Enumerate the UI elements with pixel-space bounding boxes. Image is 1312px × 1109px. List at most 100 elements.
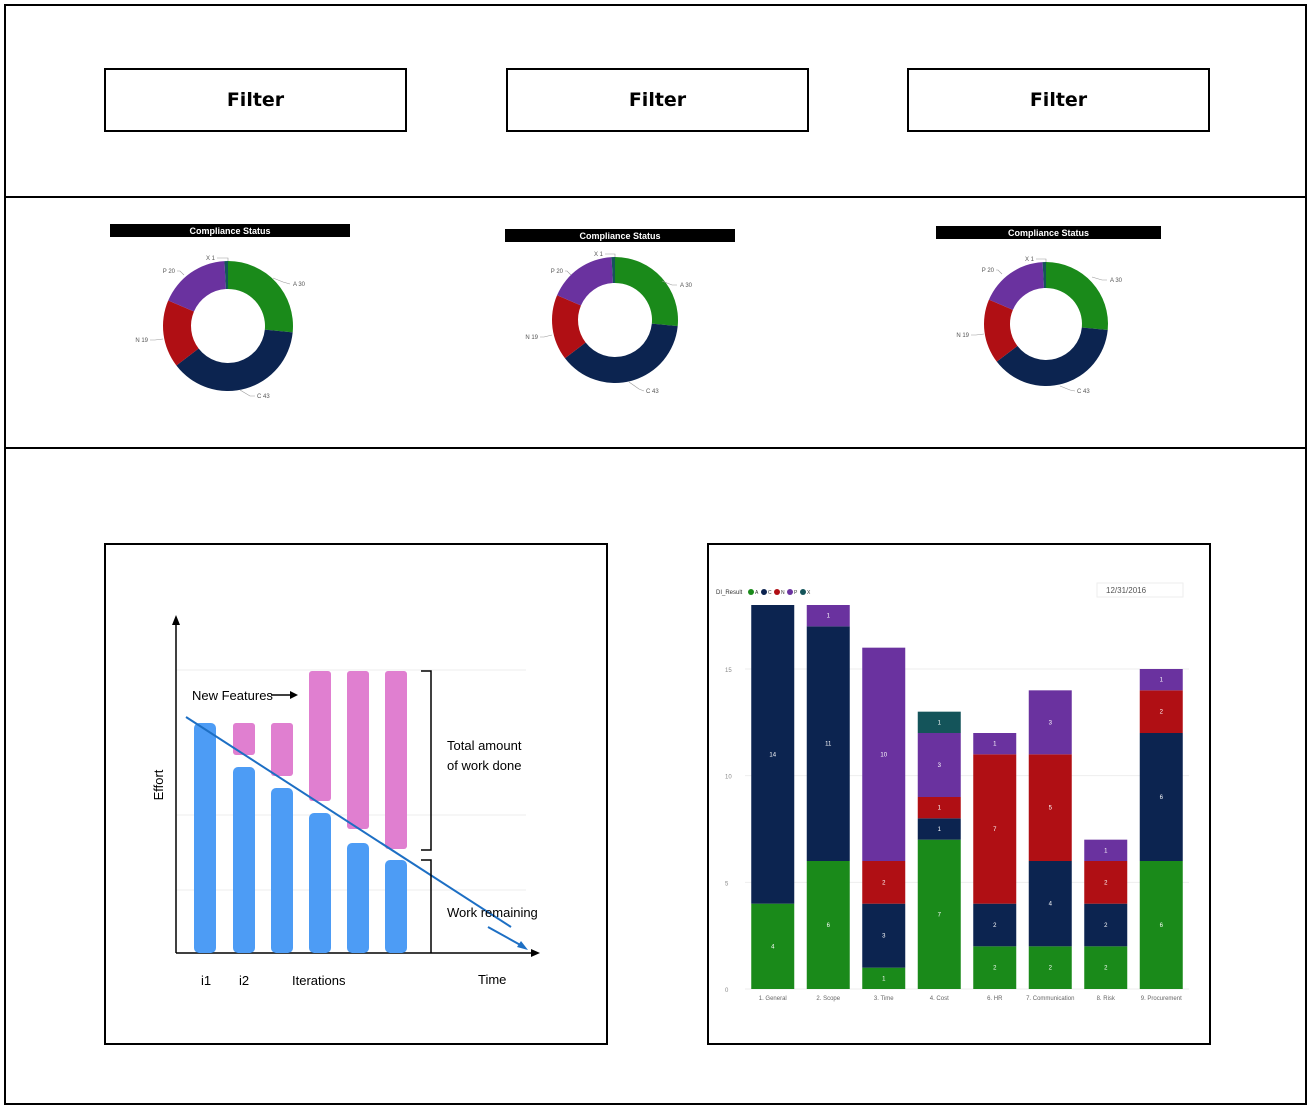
- x-category-label: 4. Cost: [930, 996, 949, 1002]
- y-tick-label: 10: [725, 775, 732, 781]
- donut-slice-p[interactable]: [557, 257, 613, 306]
- bar-segment-a[interactable]: [751, 903, 795, 989]
- bar-value-label: 2: [1049, 966, 1053, 972]
- donut-leader-n: [150, 338, 164, 341]
- donut-leader-c: [239, 389, 255, 397]
- y-tick-label: 5: [725, 881, 729, 887]
- bar-value-label: 10: [880, 752, 887, 758]
- bar-value-label: 14: [769, 752, 776, 758]
- new-feature-bar-2: [271, 723, 293, 776]
- donut-leader-c: [628, 381, 645, 392]
- chart-title-bar: [936, 226, 1161, 239]
- bar-segment-n[interactable]: [1084, 861, 1128, 904]
- section-divider-bottom: [4, 447, 1307, 449]
- remaining-bar-1: [194, 723, 216, 953]
- donut-slice-p[interactable]: [988, 262, 1044, 310]
- bar-segment-p[interactable]: [862, 647, 906, 861]
- x-axis-arrow-icon: [531, 949, 540, 957]
- donut-slice-c[interactable]: [996, 327, 1108, 386]
- donut-slice-a[interactable]: [228, 261, 293, 333]
- bar-value-label: 6: [1160, 795, 1164, 801]
- donut-leader-x: [1036, 258, 1047, 262]
- donut-slice-n[interactable]: [984, 299, 1018, 362]
- bar-segment-p[interactable]: [1139, 669, 1183, 691]
- donut-leader-p: [565, 270, 572, 276]
- burndown-diagram: New Features Total amount of work done W…: [151, 615, 540, 988]
- bar-segment-c[interactable]: [1084, 903, 1128, 947]
- donut-slice-c[interactable]: [176, 329, 293, 391]
- bar-segment-a[interactable]: [806, 861, 850, 989]
- donut-label-p: P 20: [163, 269, 176, 275]
- bar-segment-a[interactable]: [1084, 946, 1128, 989]
- legend-swatch-a: [748, 589, 754, 595]
- bar-value-label: 2: [1104, 880, 1108, 886]
- bar-segment-n[interactable]: [1028, 754, 1072, 861]
- bar-value-label: 1: [938, 806, 942, 812]
- iterations-label: Iterations: [292, 973, 346, 988]
- bar-value-label: 1: [1160, 678, 1164, 684]
- bar-segment-c[interactable]: [973, 903, 1017, 947]
- burndown-panel: New Features Total amount of work done W…: [104, 543, 608, 1045]
- iteration-label-i2: i2: [239, 973, 249, 988]
- remaining-bar-3: [271, 788, 293, 953]
- donut-label-c: C 43: [257, 394, 270, 400]
- date-filter-box[interactable]: [1096, 582, 1184, 598]
- donut-label-a: A 30: [680, 283, 693, 289]
- page-frame: [4, 4, 1307, 1105]
- donut-slice-n[interactable]: [163, 300, 199, 366]
- x-category-label: 1. General: [759, 996, 787, 1002]
- filter-button-2[interactable]: Filter: [506, 68, 809, 132]
- bar-segment-p[interactable]: [806, 605, 850, 627]
- bar-segment-a[interactable]: [917, 839, 961, 989]
- bar-value-label: 3: [1049, 720, 1053, 726]
- bar-segment-c[interactable]: [1028, 861, 1072, 947]
- donut-label-p: P 20: [982, 268, 995, 274]
- bar-segment-n[interactable]: [917, 797, 961, 819]
- bar-segment-p[interactable]: [973, 733, 1017, 755]
- chart-title-bar: [505, 229, 735, 242]
- donut-label-c: C 43: [646, 389, 659, 395]
- bar-segment-a[interactable]: [1028, 946, 1072, 989]
- x-category-label: 8. Risk: [1097, 996, 1116, 1002]
- x-category-label: 6. HR: [987, 996, 1003, 1002]
- remaining-bar-5: [347, 843, 369, 953]
- bar-value-label: 6: [1160, 923, 1164, 929]
- bar-value-label: 7: [938, 912, 942, 918]
- bar-segment-n[interactable]: [1139, 690, 1183, 733]
- bar-value-label: 2: [993, 923, 997, 929]
- donut-slice-x[interactable]: [224, 261, 228, 290]
- bar-segment-a[interactable]: [973, 946, 1017, 989]
- donut-slice-x[interactable]: [611, 257, 615, 284]
- donut-slice-n[interactable]: [552, 295, 586, 359]
- filter-button-3[interactable]: Filter: [907, 68, 1210, 132]
- bar-segment-p[interactable]: [917, 733, 961, 797]
- bar-segment-a[interactable]: [862, 967, 906, 989]
- bar-segment-c[interactable]: [751, 605, 795, 904]
- bar-segment-c[interactable]: [806, 626, 850, 861]
- bar-value-label: 11: [825, 742, 832, 748]
- chart-title: Compliance Status: [189, 226, 270, 236]
- donut-slice-p[interactable]: [168, 261, 226, 312]
- new-features-label: New Features: [192, 688, 273, 703]
- bar-value-label: 1: [938, 827, 942, 833]
- donut-leader-p: [177, 270, 185, 276]
- bar-segment-c[interactable]: [917, 818, 961, 840]
- bar-segment-n[interactable]: [973, 754, 1017, 904]
- bar-segment-c[interactable]: [1139, 733, 1183, 861]
- donut-slice-a[interactable]: [615, 257, 678, 327]
- x-category-label: 7. Communication: [1026, 996, 1074, 1002]
- bar-segment-a[interactable]: [1139, 861, 1183, 989]
- donut-slice-a[interactable]: [1046, 262, 1108, 331]
- donut-slice-c[interactable]: [564, 323, 678, 384]
- bar-segment-p[interactable]: [1028, 690, 1072, 755]
- new-feature-bar-3: [309, 671, 331, 801]
- donut-leader-x: [217, 257, 229, 261]
- bar-segment-n[interactable]: [862, 861, 906, 904]
- bar-segment-p[interactable]: [1084, 839, 1128, 861]
- bar-segment-c[interactable]: [862, 903, 906, 968]
- filter-button-1[interactable]: Filter: [104, 68, 407, 132]
- donut-slice-x[interactable]: [1042, 262, 1046, 289]
- bar-value-label: 2: [882, 880, 886, 886]
- bar-segment-x[interactable]: [917, 711, 961, 733]
